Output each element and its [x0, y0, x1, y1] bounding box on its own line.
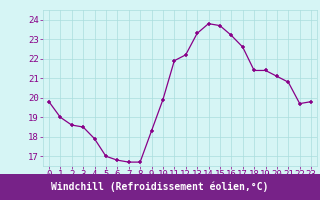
Text: Windchill (Refroidissement éolien,°C): Windchill (Refroidissement éolien,°C): [51, 182, 269, 192]
